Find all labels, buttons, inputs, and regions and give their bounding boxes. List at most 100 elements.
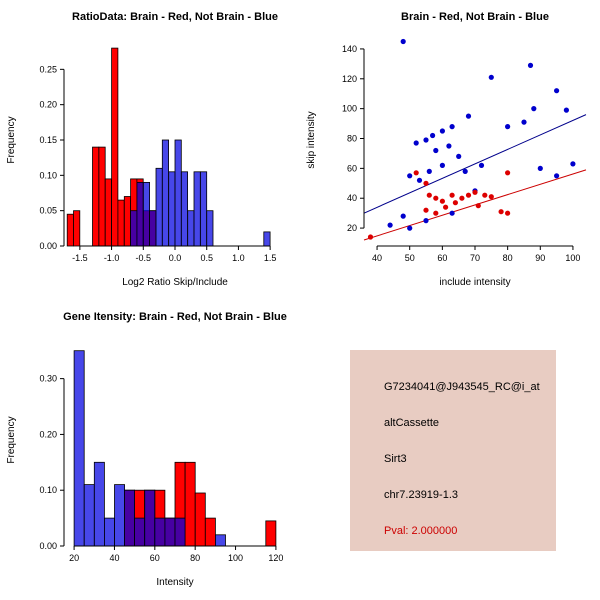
histogram-bar (174, 517, 186, 547)
data-point (482, 192, 488, 198)
histogram-bar (194, 492, 206, 547)
ratio-histogram-chart: RatioData: Brain - Red, Not Brain - Blue… (6, 11, 278, 288)
histogram-bar (130, 210, 138, 247)
x-tick-label: 40 (372, 253, 382, 263)
histogram-bar (83, 484, 95, 547)
data-point (505, 124, 511, 130)
y-tick-label: 0.00 (39, 241, 57, 251)
panel-intensity-scatter: Brain - Red, Not Brain - Blue 40 50 60 70 80… (300, 0, 600, 300)
data-point (570, 161, 576, 167)
y-axis-label: skip intensity (306, 111, 317, 168)
data-point (387, 222, 393, 228)
histogram-bar (66, 213, 74, 247)
data-point (413, 170, 419, 176)
histogram-bar (263, 231, 271, 247)
chart-title: Gene Itensity: Brain - Red, Not Brain - … (63, 311, 287, 323)
data-point (443, 204, 449, 210)
histogram-bar (104, 178, 112, 247)
x-axis-label: Log2 Ratio Skip/Include (122, 277, 228, 288)
x-tick-label: 90 (535, 253, 545, 263)
histogram-bar (265, 520, 277, 547)
data-point (423, 207, 429, 213)
fit-line-notbrain-fit (363, 114, 587, 214)
scatter-series-notbrain-blue (387, 38, 576, 231)
intensity-scatter-chart: Brain - Red, Not Brain - Blue 40 50 60 70 80… (306, 11, 587, 288)
histogram-bar (180, 171, 189, 247)
histogram-bar (124, 489, 136, 547)
splice-event-type: altCassette (384, 417, 440, 429)
x-tick-label: 80 (190, 553, 200, 563)
data-point (452, 200, 458, 206)
x-tick-label: 120 (268, 553, 283, 563)
histogram-bar (161, 139, 170, 247)
data-point (475, 203, 481, 209)
histogram-bar (111, 47, 119, 247)
histogram-bar (214, 534, 226, 547)
y-tick-label: 0.15 (39, 135, 57, 145)
histogram-bar (117, 199, 125, 247)
data-point (400, 213, 406, 219)
histogram-bar (73, 350, 85, 547)
data-point (367, 234, 374, 240)
histogram-bar (154, 517, 166, 547)
y-tick-label: 40 (347, 193, 357, 203)
data-point (446, 143, 452, 149)
y-tick-label: 60 (347, 163, 357, 173)
plot-area: -1.5 -1.0 -0.5 0.0 0.5 1.0 1.5 0.00 0.05 0.10 0.15… (39, 47, 276, 263)
data-point (400, 38, 406, 45)
hist-series-notbrain-blue (73, 350, 226, 547)
chart-title: Brain - Red, Not Brain - Blue (401, 11, 549, 23)
data-point (426, 192, 432, 198)
x-tick-label: 40 (109, 553, 119, 563)
y-tick-label: 120 (342, 74, 357, 84)
axes (60, 378, 277, 550)
data-point (521, 119, 527, 125)
genomic-location: chr7.23919-1.3 (384, 489, 458, 501)
y-axis-label: Frequency (6, 416, 17, 463)
y-tick-label: 100 (342, 104, 357, 114)
gene-intensity-histogram-chart: Gene Itensity: Brain - Red, Not Brain - … (6, 311, 287, 588)
panel-ratio-histogram: RatioData: Brain - Red, Not Brain - Blue… (0, 0, 300, 300)
y-tick-label: 0.20 (39, 429, 57, 439)
x-tick-label: 70 (470, 253, 480, 263)
x-tick-label: -1.5 (72, 253, 88, 263)
y-tick-label: 80 (347, 134, 357, 144)
y-tick-label: 0.10 (39, 170, 57, 180)
data-point (413, 140, 419, 146)
y-tick-label: 0.25 (39, 64, 57, 74)
x-tick-label: 0.0 (169, 253, 182, 263)
axes (360, 48, 574, 250)
data-point (505, 210, 511, 216)
histogram-bar (136, 181, 144, 247)
x-tick-label: 100 (565, 253, 580, 263)
plot-area: 20 40 60 80 100 120 0.00 0.10 0.20 0.30 (39, 350, 283, 563)
data-point (426, 168, 432, 174)
x-tick-label: 50 (405, 253, 415, 263)
data-point (465, 192, 472, 198)
chart-title: RatioData: Brain - Red, Not Brain - Blue (72, 11, 278, 23)
histogram-bar (73, 210, 81, 247)
histogram-bar (193, 171, 201, 247)
fit-line-brain-fit (363, 169, 587, 241)
histogram-bar (155, 167, 163, 247)
data-point (554, 88, 560, 94)
y-tick-label: 0.05 (39, 206, 57, 216)
y-tick-label: 0.00 (39, 541, 57, 551)
data-point (462, 168, 468, 174)
data-point (423, 180, 429, 186)
x-axis-label: include intensity (439, 277, 510, 288)
data-point (472, 189, 478, 195)
data-point (439, 128, 445, 134)
histogram-bar (93, 461, 105, 547)
histogram-bar (92, 146, 100, 247)
data-point (407, 173, 413, 179)
histogram-bar (187, 210, 195, 247)
x-axis-label: Intensity (156, 577, 193, 588)
data-point (488, 74, 494, 80)
y-tick-label: 0.10 (39, 485, 57, 495)
histogram-bar (98, 146, 106, 247)
x-tick-label: 100 (228, 553, 243, 563)
x-tick-label: -0.5 (136, 253, 152, 263)
data-point (439, 162, 445, 168)
scatter-series-brain-red (367, 170, 511, 240)
